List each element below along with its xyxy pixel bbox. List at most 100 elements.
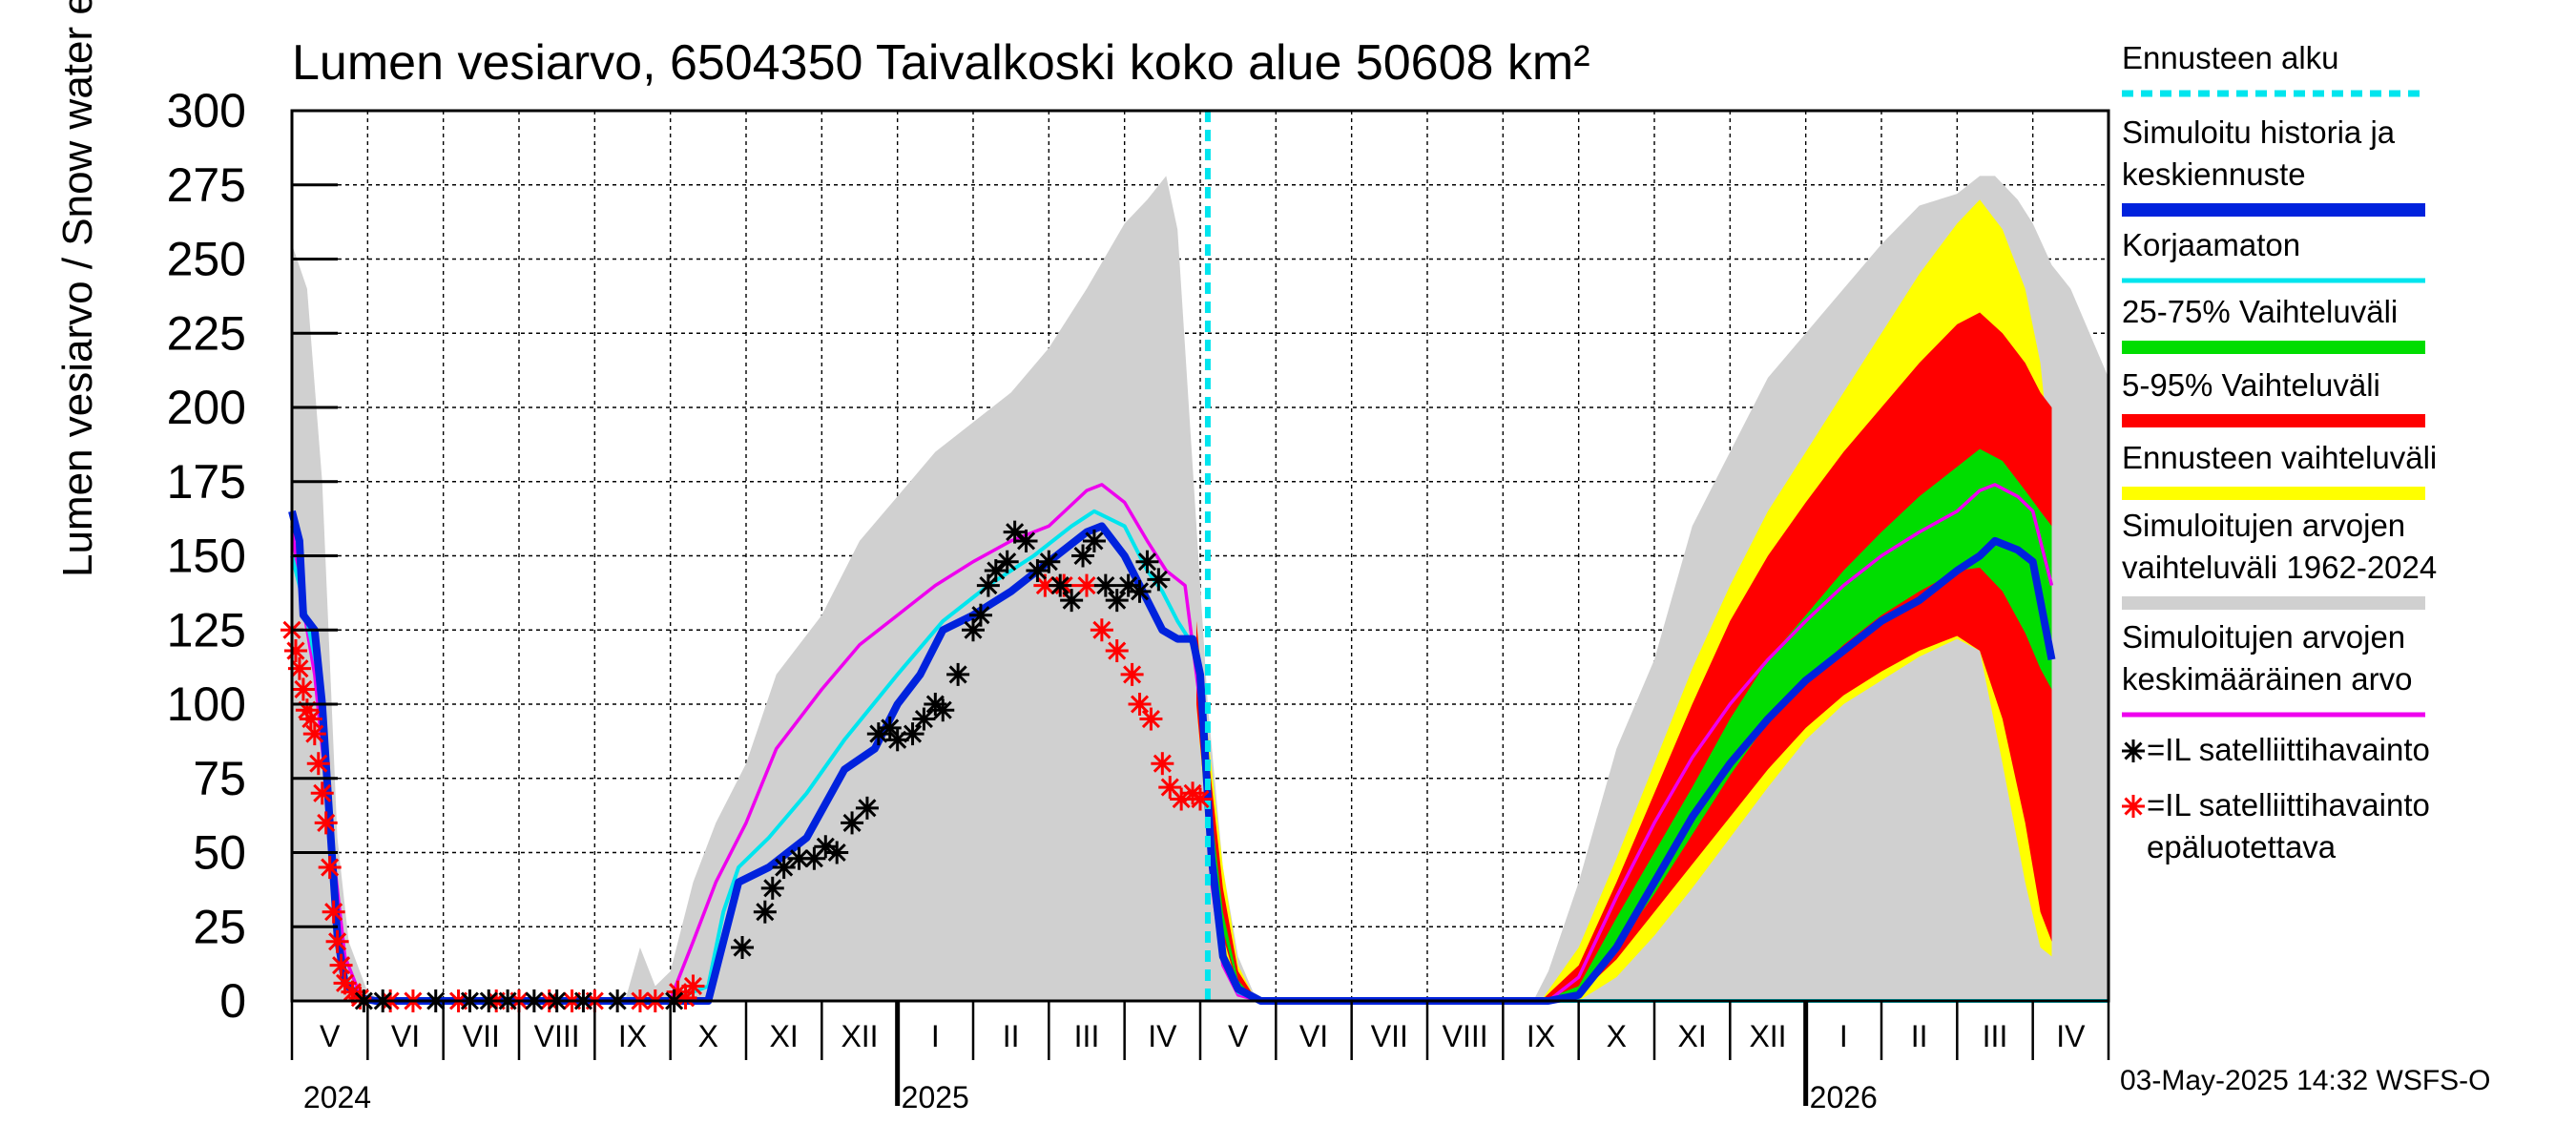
- unreliable-observation-marker: [1090, 618, 1113, 642]
- month-label: VII: [1371, 1019, 1408, 1053]
- star-stroke: [324, 903, 343, 922]
- star-stroke: [1028, 561, 1047, 580]
- unreliable-observation-marker: [283, 639, 307, 663]
- star-stroke: [286, 641, 305, 660]
- legend-star-icon: [2122, 795, 2145, 818]
- x-axis: V VI VII VIII IX X XI XII I II III IV V VI VII VIII IX X X…: [290, 1001, 2110, 1114]
- satellite-observation-marker: [1014, 529, 1038, 552]
- unreliable-observation-marker: [329, 953, 353, 977]
- star-stroke: [827, 843, 846, 863]
- unreliable-observation-marker: [1189, 787, 1212, 811]
- y-tick-label: 275: [167, 158, 246, 212]
- month-label: X: [698, 1019, 718, 1053]
- star-stroke: [816, 837, 835, 856]
- star-stroke: [756, 903, 775, 922]
- star-stroke: [332, 956, 351, 975]
- y-tick-label: 300: [167, 84, 246, 137]
- month-label: VIII: [534, 1019, 580, 1053]
- satellite-observation-marker: [931, 698, 955, 722]
- star-stroke: [775, 858, 794, 877]
- unreliable-observation-marker: [1128, 693, 1152, 716]
- satellite-observation-marker: [855, 796, 879, 820]
- satellite-observation-marker: [760, 876, 784, 900]
- star-stroke: [313, 783, 332, 802]
- y-tick-label: 0: [219, 974, 246, 1028]
- legend-star-icon: [2122, 739, 2145, 762]
- month-label: XII: [841, 1019, 878, 1053]
- star-stroke: [1050, 576, 1070, 595]
- unreliable-observation-marker: [291, 677, 315, 701]
- star-stroke: [309, 754, 328, 773]
- month-label: IV: [2056, 1019, 2086, 1053]
- month-label: X: [1607, 1019, 1627, 1053]
- star-stroke: [675, 989, 696, 1008]
- y-tick-label: 50: [193, 826, 246, 880]
- satellite-observation-marker: [1071, 544, 1095, 568]
- legend-label: epäluotettava: [2147, 829, 2337, 864]
- month-label: XII: [1749, 1019, 1786, 1053]
- unreliable-observation-marker: [318, 856, 342, 880]
- year-label: 2024: [303, 1080, 371, 1114]
- star-stroke: [305, 724, 324, 743]
- legend-label: Korjaamaton: [2122, 227, 2300, 262]
- star-stroke: [971, 606, 990, 625]
- star-stroke: [1077, 576, 1096, 595]
- star-stroke: [964, 620, 983, 639]
- y-axis-label: Lumen vesiarvo / Snow water equiv. mm: [54, 0, 101, 577]
- satellite-observation-marker: [1105, 589, 1129, 613]
- month-label: III: [1074, 1019, 1100, 1053]
- star-stroke: [1153, 754, 1172, 773]
- star-stroke: [1141, 710, 1160, 729]
- unreliable-observation-marker: [1105, 639, 1129, 663]
- star-stroke: [335, 973, 355, 992]
- legend-label: Simuloitu historia ja: [2122, 114, 2396, 150]
- unreliable-observation-marker: [299, 707, 322, 731]
- unreliable-observation-marker: [302, 722, 326, 746]
- star-stroke: [683, 976, 703, 995]
- star-stroke: [998, 552, 1017, 572]
- star-stroke: [1149, 570, 1168, 589]
- satellite-observation-marker: [1049, 573, 1072, 597]
- star-stroke: [1035, 576, 1054, 595]
- range-25-75-band: [1196, 448, 2052, 1001]
- star-stroke: [328, 932, 347, 951]
- legend: Ennusteen alku Simuloitu historia ja keski…: [2122, 40, 2437, 864]
- unreliable-observation-marker: [310, 781, 334, 805]
- star-stroke: [1108, 641, 1127, 660]
- month-label: IX: [618, 1019, 647, 1053]
- month-label: V: [1228, 1019, 1249, 1053]
- star-stroke: [1006, 523, 1025, 542]
- star-stroke: [1016, 531, 1036, 551]
- satellite-observation-marker: [962, 618, 985, 642]
- unreliable-observation-marker: [1151, 752, 1174, 776]
- star-stroke: [881, 718, 900, 738]
- satellite-observation-marker: [946, 662, 970, 686]
- star-stroke: [1130, 582, 1150, 601]
- star-stroke: [1073, 546, 1092, 566]
- satellite-observation-marker: [841, 811, 864, 835]
- unreliable-observation-marker: [681, 974, 705, 998]
- month-label: VII: [463, 1019, 500, 1053]
- month-label: V: [320, 1019, 341, 1053]
- month-label: VIII: [1443, 1019, 1488, 1053]
- star-stroke: [1108, 591, 1127, 610]
- month-label: I: [931, 1019, 940, 1053]
- unreliable-observation-marker: [314, 811, 338, 835]
- star-stroke: [763, 879, 782, 898]
- star-stroke: [1130, 695, 1150, 714]
- satellite-observation-marker: [912, 707, 936, 731]
- y-tick-label: 175: [167, 455, 246, 509]
- series-layer: [288, 111, 2109, 1005]
- unreliable-observation-marker: [322, 900, 345, 924]
- y-tick-label: 150: [167, 530, 246, 583]
- satellite-observation-marker: [1147, 568, 1171, 592]
- legend-label: Ennusteen alku: [2122, 40, 2339, 75]
- month-label: VI: [391, 1019, 420, 1053]
- star-stroke: [987, 561, 1006, 580]
- month-label: IV: [1148, 1019, 1177, 1053]
- plot-area: [280, 109, 2145, 1012]
- unreliable-observation-marker: [1120, 662, 1144, 686]
- month-label: II: [1911, 1019, 1928, 1053]
- star-stroke: [1123, 665, 1142, 684]
